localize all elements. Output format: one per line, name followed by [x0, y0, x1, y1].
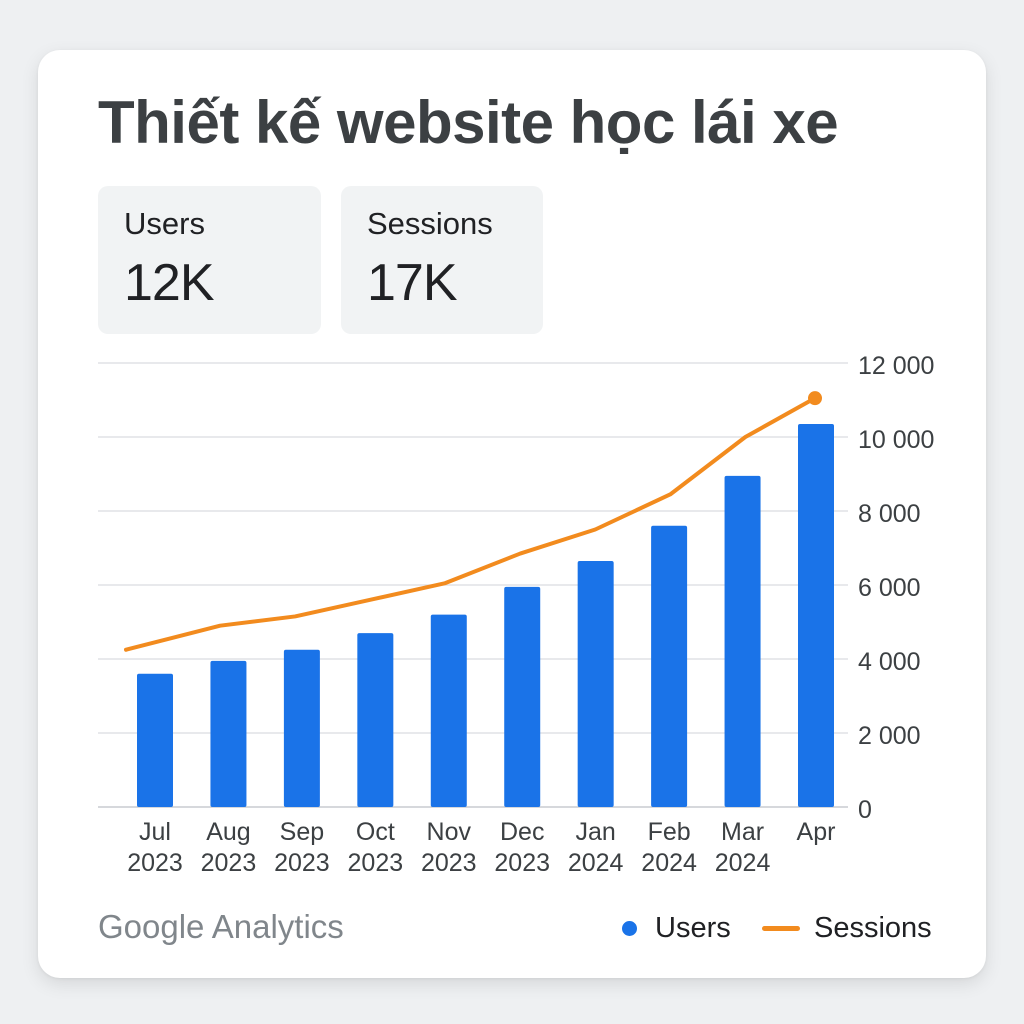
kpi-sessions-value: 17K — [367, 254, 458, 312]
legend-sessions-line-icon — [762, 926, 800, 931]
sessions-end-point — [808, 391, 822, 406]
y-tick-label: 0 — [858, 796, 872, 824]
y-tick-label: 2 000 — [858, 722, 921, 750]
bar-users — [430, 614, 467, 807]
x-tick-label: Aug 2023 — [201, 818, 257, 877]
x-tick-label: Jan 2024 — [568, 818, 624, 877]
bar-users — [504, 586, 541, 807]
legend-users-dot-icon — [622, 921, 637, 936]
y-tick-label: 4 000 — [858, 648, 921, 676]
analytics-card: Thiết kế website học lái xe Users 12K Se… — [38, 50, 986, 978]
x-tick-label: Nov 2023 — [421, 818, 477, 877]
y-tick-label: 8 000 — [858, 500, 921, 528]
bar-users — [137, 673, 173, 807]
bar-users — [724, 475, 761, 807]
users-sessions-chart: 0 2 000 4 000 6 000 8 000 10 000 12 000 Jul 2023… — [98, 352, 934, 877]
x-tick-label: Feb 2024 — [641, 818, 697, 877]
y-tick-label: 6 000 — [858, 574, 921, 602]
bar-users — [798, 424, 834, 807]
x-tick-label: Oct 2023 — [348, 818, 404, 877]
kpi-users-value: 12K — [124, 254, 215, 312]
legend-users[interactable]: Users — [622, 912, 731, 945]
bar-users — [577, 560, 614, 807]
bar-users — [283, 649, 320, 807]
bar-users — [357, 633, 394, 807]
x-tick-label: Mar 2024 — [715, 818, 771, 877]
kpi-sessions-card[interactable]: Sessions 17K — [341, 186, 543, 334]
legend-sessions[interactable]: Sessions — [762, 912, 932, 945]
sessions-line — [124, 396, 817, 652]
x-tick-label: Dec 2023 — [494, 818, 550, 877]
y-tick-label: 10 000 — [858, 426, 934, 454]
y-tick-label: 12 000 — [858, 352, 934, 380]
page-title: Thiết kế website học lái xe — [98, 89, 839, 156]
bar-users — [651, 525, 688, 807]
legend-users-label: Users — [655, 912, 731, 944]
legend-sessions-label: Sessions — [814, 912, 932, 944]
kpi-users-card[interactable]: Users 12K — [98, 186, 321, 334]
bar-users — [210, 660, 247, 807]
x-tick-label: Apr — [797, 818, 836, 846]
google-analytics-logo: Google Analytics — [98, 908, 344, 945]
x-tick-label: Sep 2023 — [274, 818, 330, 877]
kpi-users-label: Users — [124, 206, 205, 241]
kpi-sessions-label: Sessions — [367, 206, 493, 241]
x-tick-label: Jul 2023 — [127, 818, 183, 877]
